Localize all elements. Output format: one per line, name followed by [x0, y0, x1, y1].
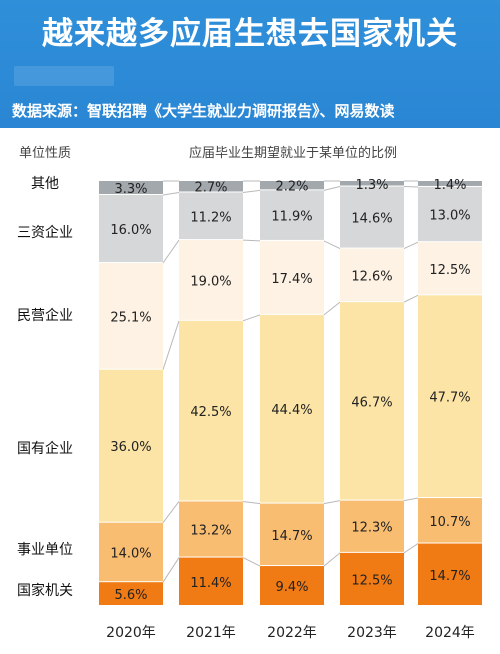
- chart-card: 单位性质 应届毕业生期望就业于某单位的比例 5.6% 11.4% 9.4% 12.5% 14…: [8, 132, 492, 654]
- connector-line: [162, 191, 180, 196]
- bar-segment: [260, 566, 324, 605]
- decorative-bar: [14, 66, 114, 86]
- connector-line: [242, 239, 261, 242]
- x-tick-label: 2022年: [267, 625, 317, 641]
- x-tick-label: 2023年: [347, 625, 397, 641]
- bar-segment: [260, 181, 324, 190]
- series-label: 民营企业: [17, 307, 73, 324]
- series-label: 三资企业: [17, 224, 73, 241]
- data-label: 14.7%: [271, 529, 312, 544]
- left-column-header: 单位性质: [19, 146, 71, 161]
- bar-segment: [340, 302, 404, 500]
- bar-segment: [260, 503, 324, 566]
- bar-segment: [99, 582, 163, 605]
- bar-segment: [179, 192, 243, 240]
- bar-segment: [179, 181, 243, 192]
- connector-line: [162, 320, 180, 370]
- data-label: 1.4%: [433, 178, 466, 193]
- bar-segment: [418, 181, 482, 186]
- connector-line: [162, 557, 180, 583]
- data-label: 44.4%: [271, 403, 312, 418]
- connector-line: [323, 552, 341, 567]
- bar-segment: [340, 186, 404, 248]
- connector-line: [323, 240, 341, 250]
- data-label: 25.1%: [110, 310, 151, 325]
- bar-segment: [99, 263, 163, 369]
- data-label: 12.6%: [351, 269, 392, 284]
- bar-segment: [418, 498, 482, 543]
- data-label: 16.0%: [110, 223, 151, 238]
- data-label: 14.7%: [429, 569, 470, 584]
- connector-line: [242, 557, 261, 567]
- page-title: 越来越多应届生想去国家机关: [42, 16, 458, 52]
- data-label: 42.5%: [190, 405, 231, 420]
- data-label: 12.5%: [351, 573, 392, 588]
- connector-line: [403, 241, 419, 250]
- bar-segment: [418, 295, 482, 498]
- bar-segment: [418, 543, 482, 605]
- bar-segment: [179, 320, 243, 501]
- data-label: 10.7%: [429, 515, 470, 530]
- bar-segment: [260, 240, 324, 314]
- series-label: 其他: [31, 176, 59, 192]
- bar-segment: [99, 369, 163, 522]
- series-label: 国家机关: [17, 582, 73, 599]
- bar-segment: [340, 181, 404, 186]
- data-label: 9.4%: [275, 580, 308, 595]
- data-label: 11.4%: [190, 576, 231, 591]
- x-tick-label: 2024年: [425, 625, 475, 641]
- data-label: 13.2%: [190, 524, 231, 539]
- connector-line: [323, 186, 341, 191]
- bar-segment: [179, 501, 243, 557]
- bar-segment: [418, 186, 482, 242]
- data-label: 47.7%: [429, 391, 470, 406]
- data-label: 14.0%: [110, 546, 151, 561]
- bar-segment: [260, 314, 324, 503]
- bar-segment: [340, 248, 404, 302]
- bar-segment: [340, 500, 404, 552]
- data-label: 19.0%: [190, 274, 231, 289]
- bar-segment: [418, 242, 482, 295]
- connector-line: [242, 500, 261, 505]
- series-label: 国有企业: [17, 440, 73, 457]
- series-label: 事业单位: [17, 542, 73, 558]
- data-label: 1.3%: [355, 178, 388, 193]
- data-label: 2.7%: [194, 181, 227, 196]
- bar-segment: [340, 552, 404, 605]
- data-label: 3.3%: [114, 182, 147, 197]
- data-label: 12.5%: [429, 263, 470, 278]
- data-label: 11.9%: [271, 210, 312, 225]
- connector-line: [403, 543, 419, 554]
- data-label: 12.3%: [351, 521, 392, 536]
- connector-line: [242, 189, 261, 193]
- connector-line: [242, 314, 261, 322]
- data-label: 14.6%: [351, 212, 392, 227]
- connector-line: [162, 239, 180, 264]
- connector-line: [403, 497, 419, 502]
- x-tick-label: 2020年: [106, 625, 156, 641]
- x-tick-label: 2021年: [186, 625, 236, 641]
- data-label: 2.2%: [275, 180, 308, 195]
- bar-segment: [179, 240, 243, 320]
- bar-segment: [99, 181, 163, 195]
- data-label: 17.4%: [271, 272, 312, 287]
- chart-title: 应届毕业生期望就业于某单位的比例: [189, 145, 397, 161]
- data-label: 5.6%: [114, 588, 147, 603]
- data-label: 36.0%: [110, 440, 151, 455]
- stacked-bar-chart: 单位性质 应届毕业生期望就业于某单位的比例 5.6% 11.4% 9.4% 12.5% 14…: [17, 145, 482, 641]
- connector-line: [323, 301, 341, 316]
- connector-line: [323, 500, 341, 505]
- data-label: 46.7%: [351, 395, 392, 410]
- bar-segment: [179, 557, 243, 605]
- bar-segment: [99, 522, 163, 582]
- connector-line: [403, 294, 419, 303]
- data-source-note: 数据来源：智联招聘《大学生就业力调研报告》、网易数读: [12, 102, 395, 120]
- data-label: 13.0%: [429, 209, 470, 224]
- bar-segment: [260, 190, 324, 240]
- header-banner: 越来越多应届生想去国家机关 数据来源：智联招聘《大学生就业力调研报告》、网易数读: [0, 0, 500, 128]
- data-label: 11.2%: [190, 210, 231, 225]
- connector-line: [162, 501, 180, 524]
- bar-segment: [99, 195, 163, 263]
